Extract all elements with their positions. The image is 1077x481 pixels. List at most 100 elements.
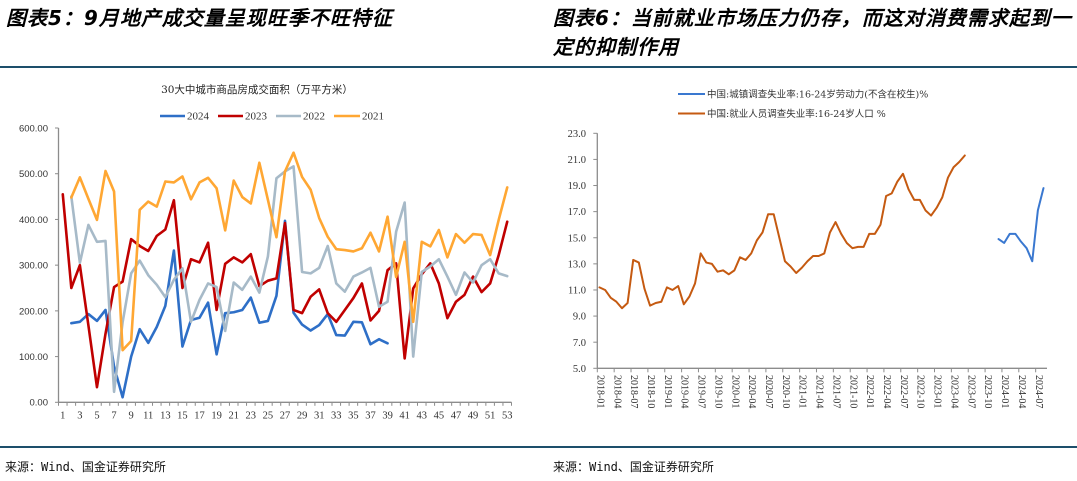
y-tick-label: 15.0 bbox=[568, 233, 586, 244]
x-tick-label: 21 bbox=[228, 411, 239, 422]
x-tick-label: 2021-04 bbox=[814, 375, 825, 408]
x-tick-label: 2024-04 bbox=[1016, 375, 1027, 408]
x-tick-label: 2023-04 bbox=[948, 375, 959, 408]
series-line-urban-16-24-excl-students bbox=[997, 187, 1045, 263]
x-tick-label: 11 bbox=[143, 411, 153, 422]
x-tick-label: 23 bbox=[246, 411, 257, 422]
series-line-2022 bbox=[70, 165, 509, 394]
legend-item-2023: 2023 bbox=[218, 111, 268, 123]
x-tick-label: 5 bbox=[94, 411, 99, 422]
x-tick-label: 2020-04 bbox=[746, 375, 757, 408]
x-tick-label: 2022-04 bbox=[881, 375, 892, 408]
y-tick-label: 9.0 bbox=[573, 312, 586, 323]
y-tick-label: 11.0 bbox=[568, 286, 586, 297]
x-tick-label: 2019-10 bbox=[712, 375, 723, 408]
legend-item-2022: 2022 bbox=[276, 111, 325, 123]
legend-label: 2024 bbox=[187, 111, 210, 123]
x-tick-label: 2023-10 bbox=[982, 375, 993, 408]
plot-area: 5.0 7.0 9.0 11.0 13.0 15.0 17.0 19.0 21.0 23.0 201… bbox=[568, 129, 1047, 408]
x-tick-label: 2018-01 bbox=[594, 375, 605, 408]
x-tick-label: 45 bbox=[434, 411, 445, 422]
x-tick-label: 2021-01 bbox=[797, 375, 808, 408]
x-tick-label: 2021-10 bbox=[847, 375, 858, 408]
figure-title-left: 图表5：9月地产成交量呈现旺季不旺特征 bbox=[6, 6, 393, 30]
x-tick-label: 2018-04 bbox=[611, 375, 622, 408]
x-tick-label: 2018-10 bbox=[645, 375, 656, 408]
x-tick-label: 9 bbox=[129, 411, 134, 422]
x-tick-label: 2022-07 bbox=[898, 375, 909, 408]
x-tick-label: 49 bbox=[468, 411, 479, 422]
x-tick-label: 3 bbox=[77, 411, 82, 422]
x-tick-label: 31 bbox=[314, 411, 325, 422]
legend-label: 2022 bbox=[303, 111, 325, 123]
x-tick-label: 2020-07 bbox=[763, 375, 774, 408]
legend-item-2021: 2021 bbox=[334, 111, 384, 123]
x-tick-label: 2019-04 bbox=[679, 375, 690, 408]
y-tick-label: 400.00 bbox=[19, 215, 48, 226]
legend: 中国:城镇调查失业率:16-24岁劳动力(不含在校生)% 中国:就业人员调查失业… bbox=[678, 89, 928, 120]
y-tick-label: 19.0 bbox=[568, 181, 586, 192]
legend-label: 中国:城镇调查失业率:16-24岁劳动力(不含在校生)% bbox=[707, 89, 928, 101]
x-tick-label: 17 bbox=[194, 411, 205, 422]
x-tick-label: 2022-01 bbox=[864, 375, 875, 408]
legend: 2024 2023 2022 2021 bbox=[160, 111, 384, 123]
x-tick-label: 13 bbox=[160, 411, 171, 422]
y-tick-label: 100.00 bbox=[19, 352, 48, 363]
x-tick-label: 41 bbox=[399, 411, 410, 422]
x-tick-label: 33 bbox=[331, 411, 342, 422]
x-tick-label: 2021-07 bbox=[830, 375, 841, 408]
x-tick-label: 53 bbox=[502, 411, 513, 422]
source-note-right: 来源：Wind、国金证券研究所 bbox=[553, 460, 714, 474]
legend-item-16-24-population: 中国:就业人员调查失业率:16-24岁人口 % bbox=[678, 108, 886, 120]
y-tick-label: 200.00 bbox=[19, 306, 48, 317]
x-tick-label: 37 bbox=[365, 411, 376, 422]
x-tick-label: 2020-01 bbox=[729, 375, 740, 408]
x-tick-label: 35 bbox=[348, 411, 359, 422]
y-tick-label: 5.0 bbox=[573, 364, 586, 375]
figure-title-right-line2: 定的抑制作用 bbox=[553, 35, 679, 59]
chart-youth-unemployment: 中国:城镇调查失业率:16-24岁劳动力(不含在校生)% 中国:就业人员调查失业… bbox=[568, 89, 1047, 408]
y-tick-label: 500.00 bbox=[19, 169, 48, 180]
series-line-2021 bbox=[70, 151, 509, 352]
footer-divider bbox=[0, 446, 1077, 448]
y-tick-label: 13.0 bbox=[568, 259, 586, 270]
x-tick-label: 2019-01 bbox=[662, 375, 673, 408]
x-tick-label: 2024-07 bbox=[1033, 375, 1044, 408]
series-line-2023 bbox=[61, 192, 509, 389]
y-tick-label: 17.0 bbox=[568, 207, 586, 218]
plot-area: 0.00 100.00 200.00 300.00 400.00 500.00 600.00… bbox=[19, 123, 513, 421]
x-tick-label: 15 bbox=[177, 411, 188, 422]
x-tick-label: 29 bbox=[297, 411, 308, 422]
x-tick-label: 2023-07 bbox=[965, 375, 976, 408]
x-tick-label: 19 bbox=[211, 411, 222, 422]
source-note-left: 来源：Wind、国金证券研究所 bbox=[5, 460, 166, 474]
legend-label: 中国:就业人员调查失业率:16-24岁人口 % bbox=[707, 108, 886, 120]
chart-property-sales: 30大中城市商品房成交面积（万平方米） 2024 2023 2022 2021 … bbox=[19, 83, 513, 422]
series-line-16-24-population bbox=[598, 154, 966, 310]
legend-item-urban-excl-students: 中国:城镇调查失业率:16-24岁劳动力(不含在校生)% bbox=[678, 89, 928, 101]
legend-label: 2023 bbox=[245, 111, 268, 123]
y-tick-label: 600.00 bbox=[19, 123, 48, 134]
x-tick-label: 2019-07 bbox=[696, 375, 707, 408]
header-divider bbox=[0, 65, 1077, 68]
y-tick-label: 23.0 bbox=[568, 129, 586, 140]
x-tick-label: 47 bbox=[451, 411, 462, 422]
y-tick-label: 300.00 bbox=[19, 261, 48, 272]
x-tick-label: 2018-07 bbox=[628, 375, 639, 408]
x-tick-label: 43 bbox=[417, 411, 428, 422]
x-tick-label: 39 bbox=[382, 411, 393, 422]
legend-item-2024: 2024 bbox=[160, 111, 210, 123]
figure-title-right-line1: 图表6：当前就业市场压力仍存，而这对消费需求起到一 bbox=[553, 6, 1072, 30]
x-tick-label: 2024-01 bbox=[999, 375, 1010, 408]
x-tick-label: 51 bbox=[485, 411, 496, 422]
x-tick-label: 1 bbox=[60, 411, 65, 422]
x-tick-label: 2023-01 bbox=[932, 375, 943, 408]
figure-title-right: 图表6：当前就业市场压力仍存，而这对消费需求起到一 定的抑制作用 bbox=[553, 4, 1072, 62]
x-tick-label: 2022-10 bbox=[915, 375, 926, 408]
legend-label: 2021 bbox=[362, 111, 384, 123]
chart-title: 30大中城市商品房成交面积（万平方米） bbox=[161, 83, 353, 96]
x-tick-label: 27 bbox=[280, 411, 291, 422]
y-tick-label: 21.0 bbox=[568, 155, 586, 166]
y-tick-label: 0.00 bbox=[30, 398, 49, 409]
